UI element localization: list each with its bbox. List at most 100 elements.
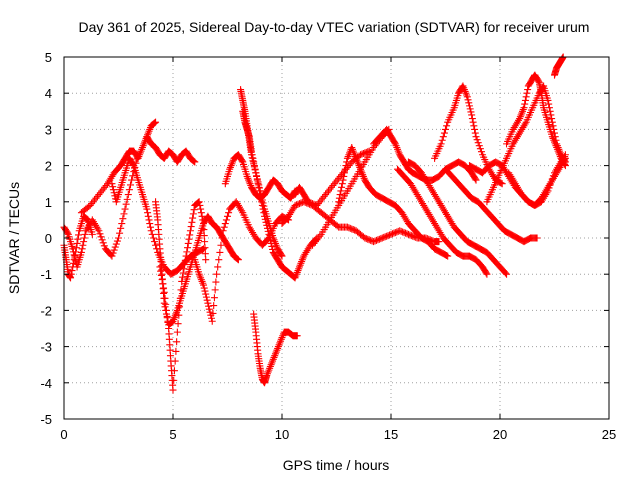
data-point (146, 223, 154, 231)
data-point (122, 200, 130, 208)
data-point (521, 96, 529, 104)
data-point (187, 223, 195, 231)
data-point (219, 227, 227, 235)
data-point (384, 232, 392, 240)
data-point (545, 100, 553, 108)
x-tick-label: 15 (384, 427, 398, 442)
data-point (396, 227, 404, 235)
data-point (361, 234, 369, 242)
data-point (213, 270, 221, 278)
data-point (202, 290, 210, 298)
x-tick-label: 25 (602, 427, 616, 442)
x-tick-label: 10 (275, 427, 289, 442)
x-tick-label: 0 (60, 427, 67, 442)
data-point (111, 243, 119, 251)
data-point (80, 234, 88, 242)
series-trace-01 (60, 151, 142, 271)
data-point (349, 226, 357, 234)
data-point (210, 294, 218, 302)
data-point (345, 224, 353, 232)
data-point (521, 100, 529, 108)
data-point (465, 99, 473, 107)
data-point (221, 220, 229, 228)
data-point (217, 241, 225, 249)
data-point (151, 119, 159, 127)
data-point (201, 238, 209, 246)
data-point (157, 267, 165, 275)
data-point (258, 196, 266, 204)
data-point (201, 287, 209, 295)
y-tick-label: -4 (40, 376, 52, 391)
data-point (184, 244, 192, 252)
data-point (111, 192, 119, 200)
data-point (218, 234, 226, 242)
data-point (163, 312, 171, 320)
data-point (277, 251, 285, 259)
data-point (99, 239, 107, 247)
data-point (222, 216, 230, 224)
data-point (293, 201, 301, 209)
data-point (343, 158, 351, 166)
data-point (472, 176, 480, 184)
data-point (248, 151, 256, 159)
data-point (110, 189, 118, 197)
data-point (201, 244, 209, 252)
data-point (253, 172, 261, 180)
data-point (249, 154, 257, 162)
data-point (233, 255, 241, 263)
data-point (164, 318, 172, 326)
axis-ticks (63, 56, 610, 420)
data-point (370, 238, 378, 246)
data-point (503, 270, 511, 278)
data-point (390, 229, 398, 237)
data-point (522, 93, 530, 101)
data-point (472, 133, 480, 141)
series-trace-06 (156, 198, 210, 394)
data-point (72, 244, 80, 252)
data-point (362, 235, 370, 243)
data-point (160, 288, 168, 296)
data-point (340, 172, 348, 180)
data-point (116, 229, 124, 237)
data-point (100, 242, 108, 250)
data-point (204, 299, 212, 307)
data-point (179, 269, 187, 277)
y-tick-labels: -5 -4 -3 -2 -1 0 1 2 3 4 5 (40, 50, 52, 427)
data-point (391, 139, 399, 147)
data-point (468, 115, 476, 123)
data-point (399, 228, 407, 236)
data-point (117, 224, 125, 232)
data-point (383, 232, 391, 240)
data-point (209, 309, 217, 317)
data-point (146, 220, 154, 228)
data-point (340, 169, 348, 177)
data-point (471, 175, 479, 183)
data-point (205, 302, 213, 310)
data-point (372, 236, 380, 244)
data-point (293, 332, 301, 340)
data-point (473, 136, 481, 144)
data-point (337, 187, 345, 195)
data-point (442, 125, 449, 133)
data-point (475, 142, 483, 150)
data-point (378, 234, 386, 242)
data-point (371, 237, 379, 245)
y-tick-label: 1 (45, 195, 52, 210)
data-point (252, 169, 260, 177)
data-point (71, 252, 79, 260)
data-point (190, 206, 198, 214)
data-point (335, 194, 343, 202)
data-point (202, 293, 210, 301)
data-point (149, 234, 157, 242)
data-point (109, 186, 117, 194)
data-point (189, 157, 197, 165)
data-point (214, 263, 222, 271)
data-point (189, 214, 197, 222)
data-points (60, 53, 569, 394)
data-point (77, 248, 85, 256)
y-axis-label: SDTVAR / TECUs (6, 182, 22, 294)
data-point (295, 200, 303, 208)
data-point (467, 108, 475, 116)
data-point (234, 256, 242, 264)
x-axis-label: GPS time / hours (283, 457, 390, 473)
